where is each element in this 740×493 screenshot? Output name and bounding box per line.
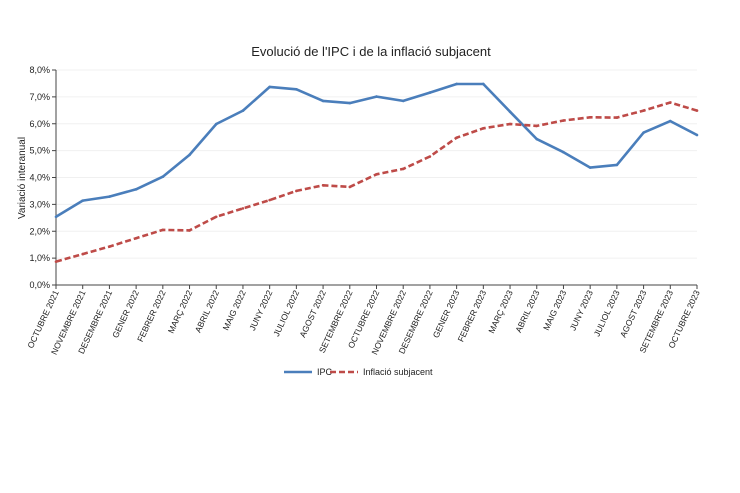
data-point — [108, 195, 111, 198]
data-point — [188, 229, 191, 232]
x-tick-label: ABRIL 2023 — [513, 288, 541, 334]
y-tick-label: 1,0% — [29, 253, 50, 263]
data-point — [508, 110, 512, 113]
data-point — [428, 155, 432, 158]
data-point — [535, 137, 539, 141]
data-point — [375, 172, 378, 176]
data-point — [615, 163, 619, 167]
x-tick-label: GENER 2023 — [431, 288, 462, 339]
data-point — [428, 91, 432, 94]
data-point — [161, 175, 165, 178]
legend-label: Inflació subjacent — [363, 367, 433, 377]
data-point — [295, 189, 298, 193]
data-point — [54, 260, 58, 263]
x-tick-label: MARÇ 2022 — [166, 288, 195, 334]
data-point — [161, 228, 165, 232]
data-point — [668, 101, 672, 104]
data-point — [508, 122, 512, 126]
data-point — [108, 245, 111, 248]
data-point — [401, 99, 405, 103]
x-tick-label: JULIOL 2023 — [592, 288, 622, 338]
data-point — [214, 215, 218, 219]
data-point — [375, 95, 378, 98]
data-point — [81, 199, 85, 202]
y-tick-label: 5,0% — [29, 146, 50, 156]
y-tick-label: 3,0% — [29, 199, 50, 209]
data-point — [188, 153, 191, 157]
x-tick-label: AGOST 2022 — [297, 288, 328, 339]
x-tick-label: JULIOL 2022 — [271, 288, 301, 338]
data-point — [588, 116, 592, 119]
data-point — [54, 215, 58, 219]
data-point — [455, 136, 458, 140]
y-tick-label: 0,0% — [29, 280, 50, 290]
data-point — [81, 252, 85, 256]
data-point — [588, 166, 592, 169]
x-tick-label: FEBRER 2022 — [135, 288, 168, 343]
data-point — [695, 133, 699, 137]
data-point — [348, 101, 352, 105]
x-tick-label: MAIG 2022 — [221, 288, 248, 331]
x-tick-label: JUNY 2023 — [568, 288, 595, 332]
data-point — [562, 150, 565, 154]
y-tick-label: 8,0% — [29, 65, 50, 75]
x-tick-label: MARÇ 2023 — [486, 288, 515, 334]
data-point — [134, 188, 138, 191]
y-tick-label: 4,0% — [29, 173, 50, 183]
data-point — [295, 88, 298, 91]
y-axis-label: Variació interanual — [17, 137, 28, 219]
x-tick-label: AGOST 2023 — [618, 288, 649, 339]
data-point — [668, 119, 672, 123]
x-tick-label: MAIG 2023 — [541, 288, 568, 331]
data-point — [695, 109, 699, 112]
data-point — [348, 185, 352, 189]
data-point — [321, 183, 325, 187]
data-point — [401, 167, 405, 171]
data-point — [134, 236, 138, 240]
data-point — [615, 116, 619, 119]
data-point — [321, 99, 325, 103]
chart-title: Evolució de l'IPC i de la inflació subja… — [251, 44, 491, 59]
data-point — [482, 82, 485, 86]
data-point — [214, 122, 218, 126]
data-point — [268, 198, 271, 202]
x-tick-label: GENER 2022 — [110, 288, 141, 339]
data-point — [642, 131, 645, 134]
x-tick-label: ABRIL 2022 — [193, 288, 221, 334]
data-point — [455, 82, 458, 86]
x-tick-label: FEBRER 2023 — [456, 288, 489, 343]
y-tick-label: 2,0% — [29, 226, 50, 236]
data-point — [535, 124, 539, 128]
data-point — [562, 119, 565, 122]
y-tick-label: 7,0% — [29, 92, 50, 102]
y-tick-label: 6,0% — [29, 119, 50, 129]
data-point — [268, 85, 271, 89]
data-point — [241, 207, 245, 210]
data-point — [642, 109, 645, 112]
legend-label: IPC — [317, 367, 333, 377]
data-point — [241, 109, 245, 112]
x-tick-label: JUNY 2022 — [247, 288, 274, 332]
data-point — [482, 127, 485, 130]
